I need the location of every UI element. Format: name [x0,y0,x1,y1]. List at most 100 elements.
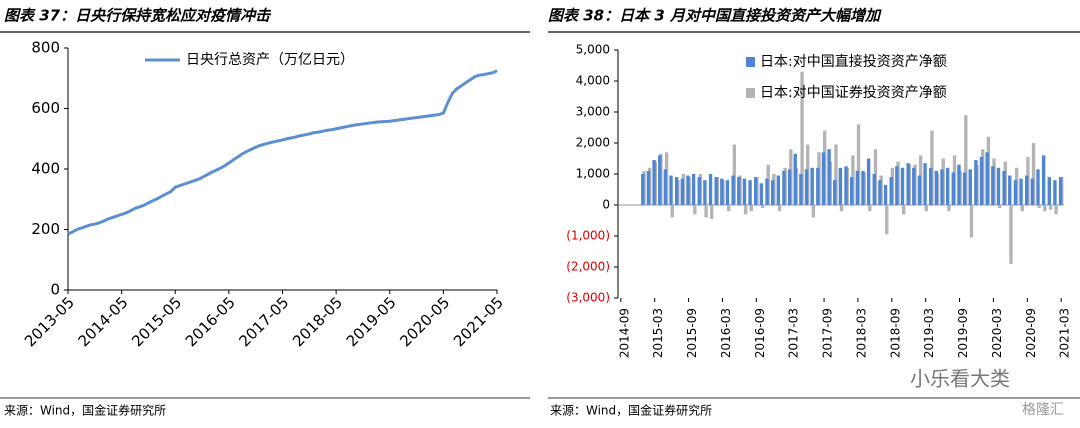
x-tick-label: 2014-09 [617,308,631,358]
bar [680,178,685,205]
bar [658,155,662,205]
bar [924,205,928,212]
bar [861,170,865,205]
bar [996,167,1001,205]
x-tick-label: 2015-03 [651,308,665,358]
watermark: 小乐看大类 [910,367,1010,391]
bar [720,178,724,205]
y-tick-label: 3,000 [576,105,610,119]
chart-title: 图表 38：日本 3 月对中国直接投资资产大幅增加 [548,7,882,25]
source: 来源：Wind，国金证券研究所 [550,403,712,418]
bar [902,205,906,215]
bar [838,167,843,205]
bar [1009,205,1013,264]
legend-label: 日央行总资产（万亿日元） [186,52,354,68]
legend-swatch [746,57,755,67]
bar [782,170,786,205]
bar [669,175,673,205]
y-tick-label: (3,000) [566,291,610,305]
bar [991,166,995,205]
y-tick-label: (2,000) [566,260,610,274]
bar [693,205,697,215]
x-tick-label: 2018-05 [289,293,346,350]
x-tick-label: 2013-05 [21,293,78,350]
bar [776,175,780,205]
bar [923,163,927,205]
bar [708,174,713,205]
bar [855,170,860,205]
x-tick-label: 2017-09 [821,308,835,358]
y-tick-label: (1,000) [566,229,610,243]
x-tick-label: 2016-09 [753,308,767,358]
legend-swatch [746,88,755,98]
bar [866,158,871,205]
x-tick-label: 2018-09 [888,308,902,358]
bar [974,160,978,205]
bar [964,115,968,205]
bar [912,167,916,205]
x-tick-label: 2015-05 [128,293,185,350]
bar [883,184,888,205]
bar [1037,205,1041,209]
bar [833,180,837,205]
bar [674,177,679,205]
bar [743,205,748,215]
bar [710,205,714,219]
y-tick-label: 5,000 [576,43,610,57]
watermark: 格隆汇 [1022,402,1064,418]
bar [754,177,758,205]
bar [945,167,950,205]
bar [997,205,1002,209]
bar [1030,178,1035,205]
x-tick-label: 2018-03 [854,308,868,358]
bar [670,205,674,218]
bar [1043,205,1047,212]
bar [737,177,741,205]
x-tick-label: 2014-05 [75,293,132,350]
x-tick-label: 2021-03 [1058,308,1072,358]
bar [1053,180,1057,205]
y-tick-label: 400 [31,160,60,178]
bar [878,180,882,205]
bar [979,156,984,205]
bar [821,152,826,205]
bar [777,205,782,212]
bar [934,170,939,205]
bar [1036,169,1040,205]
x-tick-label: 2019-05 [343,293,400,350]
x-tick-label: 2017-05 [235,293,292,350]
bar [1013,180,1018,205]
bar [686,175,690,205]
bar [726,205,731,212]
bar [827,149,831,205]
bar [732,144,737,205]
x-tick-label: 2019-03 [922,308,936,358]
bar [1041,155,1046,205]
bar [811,205,816,218]
y-tick-label: 0 [50,281,60,299]
bar [800,71,804,205]
bar [985,152,989,205]
y-tick-label: 200 [31,220,60,238]
bar [765,178,769,205]
bar [969,205,974,238]
bar [759,183,764,205]
y-tick-label: 0 [602,198,610,212]
bar [834,144,838,205]
bar [957,164,961,205]
bar [900,167,905,205]
bar [770,180,775,205]
bar [872,174,876,205]
x-tick-label: 2021-05 [450,293,507,350]
bar [889,177,893,205]
bar [1047,177,1051,205]
x-tick-label: 2015-09 [685,308,699,358]
x-tick-label: 2020-09 [1024,308,1038,358]
bar [844,166,848,205]
x-tick-label: 2020-05 [396,293,453,350]
bar [947,205,951,212]
bar [849,177,854,205]
y-tick-label: 2,000 [576,136,610,150]
y-tick-label: 4,000 [576,74,610,88]
bar [1019,178,1023,205]
